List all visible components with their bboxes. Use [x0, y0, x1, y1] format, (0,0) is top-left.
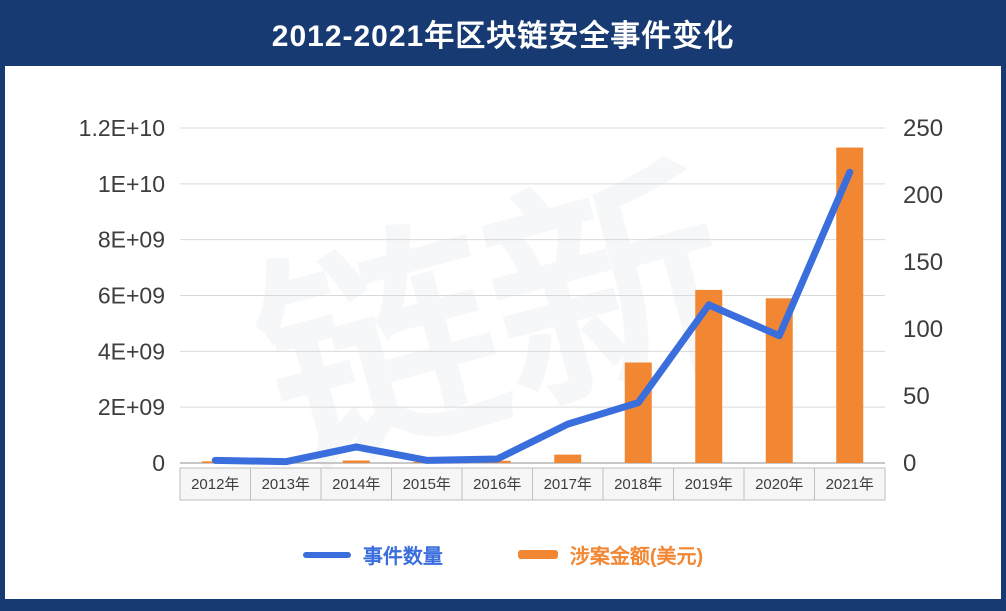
amount-bar: [554, 454, 582, 463]
legend-label-event-count: 事件数量: [362, 546, 443, 568]
left-axis-tick-label: 1.2E+10: [79, 115, 165, 141]
x-axis-category-label: 2013年: [262, 476, 310, 493]
amount-bar: [624, 362, 652, 463]
combo-chart: 0 2E+09 4E+09 6E+09 8E+09 1E+10 1.2E+10 0 50 100 1…: [79, 115, 943, 501]
right-axis-tick-label: 250: [903, 115, 943, 142]
x-axis-category-label: 2014年: [332, 476, 380, 493]
x-axis-category-label: 2019年: [685, 476, 733, 493]
page-title: 2012-2021年区块链安全事件变化: [271, 20, 735, 53]
right-axis-tick-label: 0: [903, 450, 916, 477]
amount-bar: [413, 462, 441, 463]
left-axis-tick-label: 0: [152, 450, 165, 476]
chart-legend: 事件数量 涉案金额(美元): [5, 540, 1001, 569]
x-axis-category-label: 2021年: [826, 476, 874, 493]
x-axis-category-label: 2017年: [544, 476, 592, 493]
event-count-line: [211, 168, 854, 466]
amount-bar: [201, 461, 229, 463]
amount-bar: [272, 462, 300, 463]
right-axis-tick-label: 200: [903, 182, 943, 209]
left-axis-tick-label: 1E+10: [98, 171, 165, 197]
watermark: 链新: [234, 132, 757, 509]
line-series-swatch: [302, 551, 351, 558]
x-axis-category-label: 2016年: [473, 476, 521, 493]
bar-series-swatch: [517, 550, 558, 559]
amount-bar: [695, 289, 723, 463]
amount-bar: [483, 460, 511, 463]
x-axis-band: [179, 467, 886, 501]
amount-bar: [342, 460, 370, 463]
x-axis-category-label: 2020年: [755, 476, 803, 493]
left-axis-tick-label: 6E+09: [98, 283, 165, 309]
left-axis-tick-label: 4E+09: [98, 338, 165, 364]
right-axis-tick-label: 100: [903, 316, 943, 343]
right-axis-tick-label: 50: [903, 383, 930, 410]
amount-bar: [836, 147, 864, 463]
x-axis-category-label: 2015年: [403, 476, 451, 493]
left-axis-tick-label: 2E+09: [98, 394, 165, 420]
legend-label-amount: 涉案金额(美元): [569, 546, 704, 568]
legend-item-event-count: 事件数量: [302, 540, 443, 569]
bottom-bar: [5, 599, 1001, 611]
right-axis-tick-label: 150: [903, 249, 943, 276]
left-axis-tick-label: 8E+09: [98, 227, 165, 253]
x-axis-category-label: 2018年: [614, 476, 662, 493]
amount-bar: [765, 298, 793, 463]
legend-item-amount: 涉案金额(美元): [517, 540, 704, 569]
title-bar: 2012-2021年区块链安全事件变化: [5, 0, 1001, 66]
x-axis-category-label: 2012年: [191, 476, 239, 493]
